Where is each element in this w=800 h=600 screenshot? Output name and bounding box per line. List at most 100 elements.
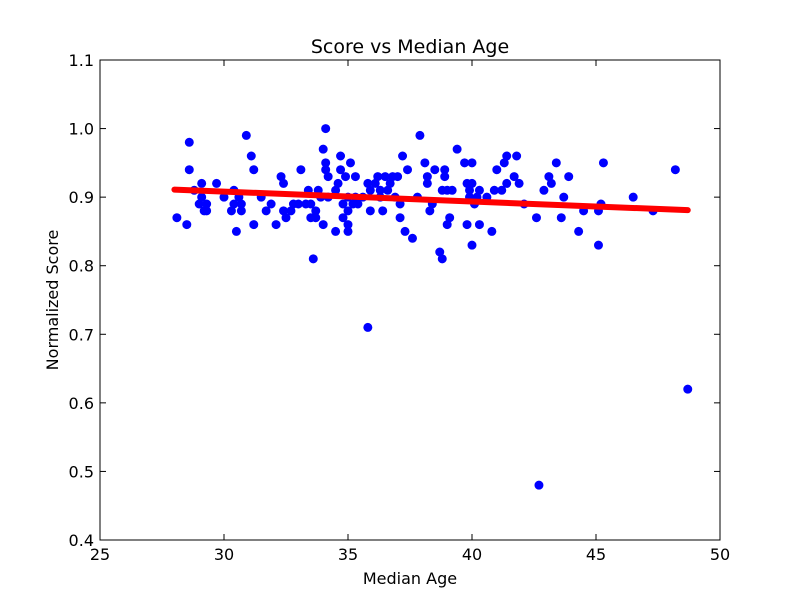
data-point [512,151,522,161]
y-tick-label: 1.0 [69,120,94,139]
data-point [271,220,281,230]
data-point [338,199,348,209]
data-point [296,165,306,175]
data-point [281,213,291,223]
data-point [197,192,207,202]
data-point [534,480,544,490]
data-point [345,158,355,168]
data-point [229,199,239,209]
x-tick-label: 40 [462,545,482,564]
data-point [333,178,343,188]
data-point [407,233,417,243]
data-point [489,185,499,195]
data-point [373,172,383,182]
data-point [212,178,222,188]
data-point [474,220,484,230]
data-point [318,144,328,154]
x-tick-label: 50 [710,545,730,564]
plot-area [100,60,720,540]
data-point [353,199,363,209]
data-point [184,165,194,175]
data-point [350,172,360,182]
data-point [462,220,472,230]
data-point [261,206,271,216]
data-point [467,240,477,250]
data-point [184,137,194,147]
data-point [467,158,477,168]
data-point [365,185,375,195]
data-point [331,226,341,236]
data-point [420,158,430,168]
data-point [306,199,316,209]
data-point [492,165,502,175]
data-point [460,158,470,168]
data-point [311,213,321,223]
data-point [293,199,303,209]
data-point [437,254,447,264]
y-tick-label: 0.9 [69,188,94,207]
data-point [574,226,584,236]
y-tick-label: 0.8 [69,257,94,276]
data-point [172,213,182,223]
data-point [343,226,353,236]
data-point [395,213,405,223]
chart-title: Score vs Median Age [311,36,509,58]
data-point [338,213,348,223]
data-point [467,178,477,188]
y-tick-label: 0.7 [69,325,94,344]
data-point [564,172,574,182]
data-point [236,206,246,216]
data-point [415,130,425,140]
data-point [393,172,403,182]
data-point [593,240,603,250]
data-point [363,322,373,332]
data-point [430,165,440,175]
data-point [546,178,556,188]
data-point [266,199,276,209]
data-point [474,185,484,195]
data-point [452,144,462,154]
data-point [318,220,328,230]
data-point [197,178,207,188]
data-point [398,151,408,161]
data-point [502,178,512,188]
data-point [539,185,549,195]
data-point [487,226,497,236]
data-point [628,192,638,202]
data-point [231,226,241,236]
trend-layer [171,186,691,214]
data-point [308,254,318,264]
data-point [440,172,450,182]
x-axis-label: Median Age [363,569,457,588]
y-tick-label: 0.6 [69,394,94,413]
data-point [445,213,455,223]
data-point [400,226,410,236]
data-point [249,220,259,230]
data-point [182,220,192,230]
data-point [683,384,693,394]
data-point [380,172,390,182]
data-point [336,151,346,161]
y-axis-label: Normalized Score [43,230,62,371]
data-point [497,185,507,195]
data-point [323,172,333,182]
trend-line [171,186,691,214]
data-point [509,172,519,182]
data-point [514,178,524,188]
data-point [447,185,457,195]
data-point [365,206,375,216]
data-point [336,165,346,175]
data-point [279,178,289,188]
data-point [202,199,212,209]
data-point [246,151,256,161]
data-point [249,165,259,175]
y-tick-label: 0.5 [69,462,94,481]
data-point [551,158,561,168]
y-tick-label: 1.1 [69,51,94,70]
data-point [341,172,351,182]
data-point [559,192,569,202]
data-point [378,206,388,216]
plot-frame [99,59,721,541]
x-tick-label: 35 [338,545,358,564]
